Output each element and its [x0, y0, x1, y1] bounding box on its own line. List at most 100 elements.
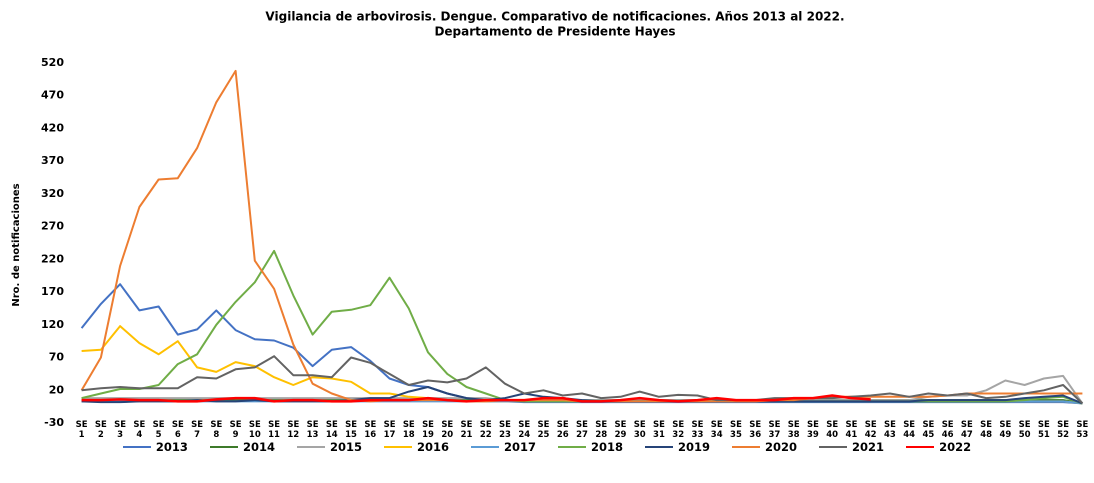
x-tick-label: SE 44 — [903, 420, 916, 440]
x-tick-label: SE 4 — [133, 420, 146, 440]
legend-swatch — [732, 446, 761, 448]
x-tick-label: SE 23 — [499, 420, 511, 440]
series-line — [81, 325, 1083, 405]
x-tick-label: SE 10 — [248, 420, 261, 440]
legend-swatch — [122, 446, 151, 448]
x-tick-label: SE 15 — [345, 420, 358, 440]
x-tick-label: SE 29 — [614, 420, 627, 440]
legend-item: 2020 — [732, 440, 797, 454]
legend-item: 2014 — [209, 440, 275, 454]
x-tick-label: SE 52 — [1057, 420, 1070, 440]
y-tick-label: 270 — [41, 220, 64, 233]
y-tick-label: -30 — [44, 416, 64, 429]
x-tick-label: SE 42 — [864, 420, 877, 440]
y-tick-label: 170 — [41, 285, 64, 298]
legend-swatch — [209, 446, 238, 448]
x-tick-label: SE 14 — [325, 420, 338, 440]
legend-item: 2017 — [470, 440, 536, 454]
legend-label: 2015 — [329, 440, 362, 454]
y-tick-label: 220 — [41, 252, 64, 265]
x-tick-label: SE 9 — [229, 420, 242, 440]
x-tick-label: SE 8 — [210, 420, 223, 440]
legend-swatch — [470, 446, 499, 448]
legend-label: 2021 — [852, 440, 885, 454]
series-line — [80, 69, 1083, 403]
x-tick-label: SE 45 — [922, 420, 935, 440]
x-tick-label: SE 40 — [826, 420, 839, 440]
legend-label: 2017 — [503, 440, 536, 454]
x-tick-label: SE 36 — [749, 420, 762, 440]
y-tick-label: 420 — [41, 121, 64, 134]
legend-swatch — [383, 446, 412, 448]
legend-item: 2016 — [383, 440, 449, 454]
x-tick-label: SE 50 — [1018, 420, 1031, 440]
y-tick-label: 470 — [41, 89, 64, 102]
y-tick-label: 120 — [41, 318, 64, 331]
x-tick-label: SE 20 — [441, 420, 454, 440]
x-tick-label: SE 37 — [768, 420, 781, 440]
legend-label: 2014 — [242, 440, 275, 454]
x-tick-label: SE 39 — [806, 420, 819, 440]
x-tick-label: SE 11 — [268, 420, 281, 440]
x-tick-label: SE 18 — [402, 420, 415, 440]
series-line — [81, 394, 871, 403]
x-tick-label: SE 26 — [556, 420, 569, 440]
chart-subtitle: Departamento de Presidente Hayes — [434, 25, 675, 39]
x-tick-label: SE 30 — [633, 420, 646, 440]
x-tick-label: SE 33 — [691, 420, 704, 440]
x-tick-label: SE 51 — [1037, 420, 1050, 440]
y-tick-label: 520 — [41, 56, 64, 69]
y-axis-label: Nro. de notificaciones — [11, 183, 22, 306]
x-tick-label: SE 28 — [595, 420, 608, 440]
x-tick-label: SE 21 — [460, 420, 473, 440]
legend-label: 2020 — [765, 440, 798, 454]
series-line — [80, 283, 1083, 405]
legend-label: 2022 — [939, 440, 972, 454]
legend-label: 2019 — [678, 440, 711, 454]
x-tick-label: SE 16 — [364, 420, 377, 440]
series-line — [81, 355, 1084, 405]
x-tick-label: SE 25 — [537, 420, 550, 440]
x-tick-label: SE 19 — [422, 420, 434, 440]
x-tick-label: SE 12 — [287, 420, 300, 440]
legend-swatch — [296, 446, 325, 448]
legend-item: 2021 — [819, 440, 884, 454]
x-tick-label: SE 53 — [1076, 420, 1089, 440]
x-tick-label: SE 48 — [980, 420, 993, 440]
legend-item: 2018 — [558, 440, 623, 454]
x-tick-label: SE 43 — [883, 420, 896, 440]
legend-label: 2013 — [155, 440, 188, 454]
y-tick-label: 320 — [41, 187, 64, 200]
x-tick-label: SE 41 — [845, 420, 858, 440]
chart-title: Vigilancia de arbovirosis. Dengue. Compa… — [265, 10, 844, 24]
x-tick-label: SE 22 — [479, 420, 492, 440]
x-tick-label: SE 31 — [653, 420, 665, 440]
x-tick-label: SE 27 — [576, 420, 588, 440]
x-tick-label: SE 1 — [75, 420, 88, 440]
x-tick-label: SE 2 — [94, 420, 107, 440]
series-line — [81, 386, 1083, 405]
y-tick-label: 70 — [49, 351, 65, 364]
x-tick-label: SE 17 — [383, 420, 396, 440]
x-tick-label: SE 6 — [171, 420, 184, 440]
x-tick-label: SE 34 — [710, 420, 723, 440]
x-tick-label: SE 5 — [152, 420, 165, 440]
legend-swatch — [645, 446, 674, 448]
legend-swatch — [819, 446, 848, 448]
legend-swatch — [906, 446, 935, 448]
x-tick-label: SE 47 — [960, 420, 973, 440]
legend-item: 2015 — [296, 440, 362, 454]
y-tick-label: 20 — [49, 383, 65, 396]
x-tick-label: SE 24 — [518, 420, 531, 440]
legend-label: 2016 — [416, 440, 449, 454]
x-tick-label: SE 3 — [114, 420, 127, 440]
legend: 2013 2014 2015 2016 2017 2018 2019 2020 2021 2022 — [0, 440, 1094, 454]
x-tick-label: SE 7 — [191, 420, 204, 440]
legend-label: 2018 — [591, 440, 624, 454]
legend-swatch — [558, 446, 586, 448]
legend-item: 2013 — [122, 440, 188, 454]
x-tick-label: SE 13 — [306, 420, 319, 440]
x-tick-label: SE 46 — [941, 420, 954, 440]
